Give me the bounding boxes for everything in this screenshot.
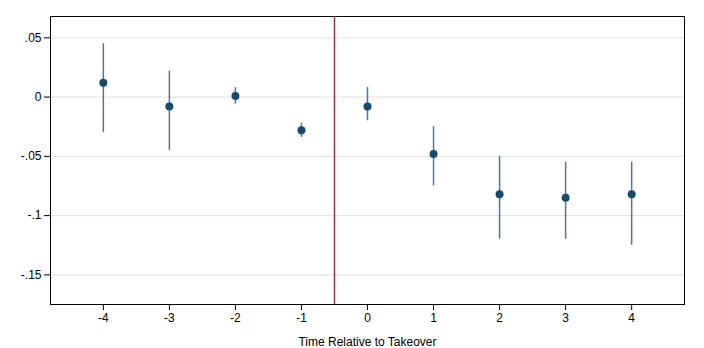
svg-text:-4: -4 (98, 311, 109, 325)
svg-text:0: 0 (35, 90, 42, 104)
svg-text:-2: -2 (230, 311, 241, 325)
svg-text:2: 2 (496, 311, 503, 325)
svg-text:-.05: -.05 (21, 149, 42, 163)
svg-text:.05: .05 (25, 31, 42, 45)
svg-text:Time Relative to Takeover: Time Relative to Takeover (298, 335, 436, 348)
svg-text:-1: -1 (296, 311, 307, 325)
svg-text:1: 1 (430, 311, 437, 325)
svg-text:-.15: -.15 (21, 268, 42, 282)
svg-text:0: 0 (364, 311, 371, 325)
svg-text:-.1: -.1 (27, 208, 41, 222)
svg-text:-3: -3 (164, 311, 175, 325)
svg-text:4: 4 (628, 311, 635, 325)
svg-text:3: 3 (562, 311, 569, 325)
